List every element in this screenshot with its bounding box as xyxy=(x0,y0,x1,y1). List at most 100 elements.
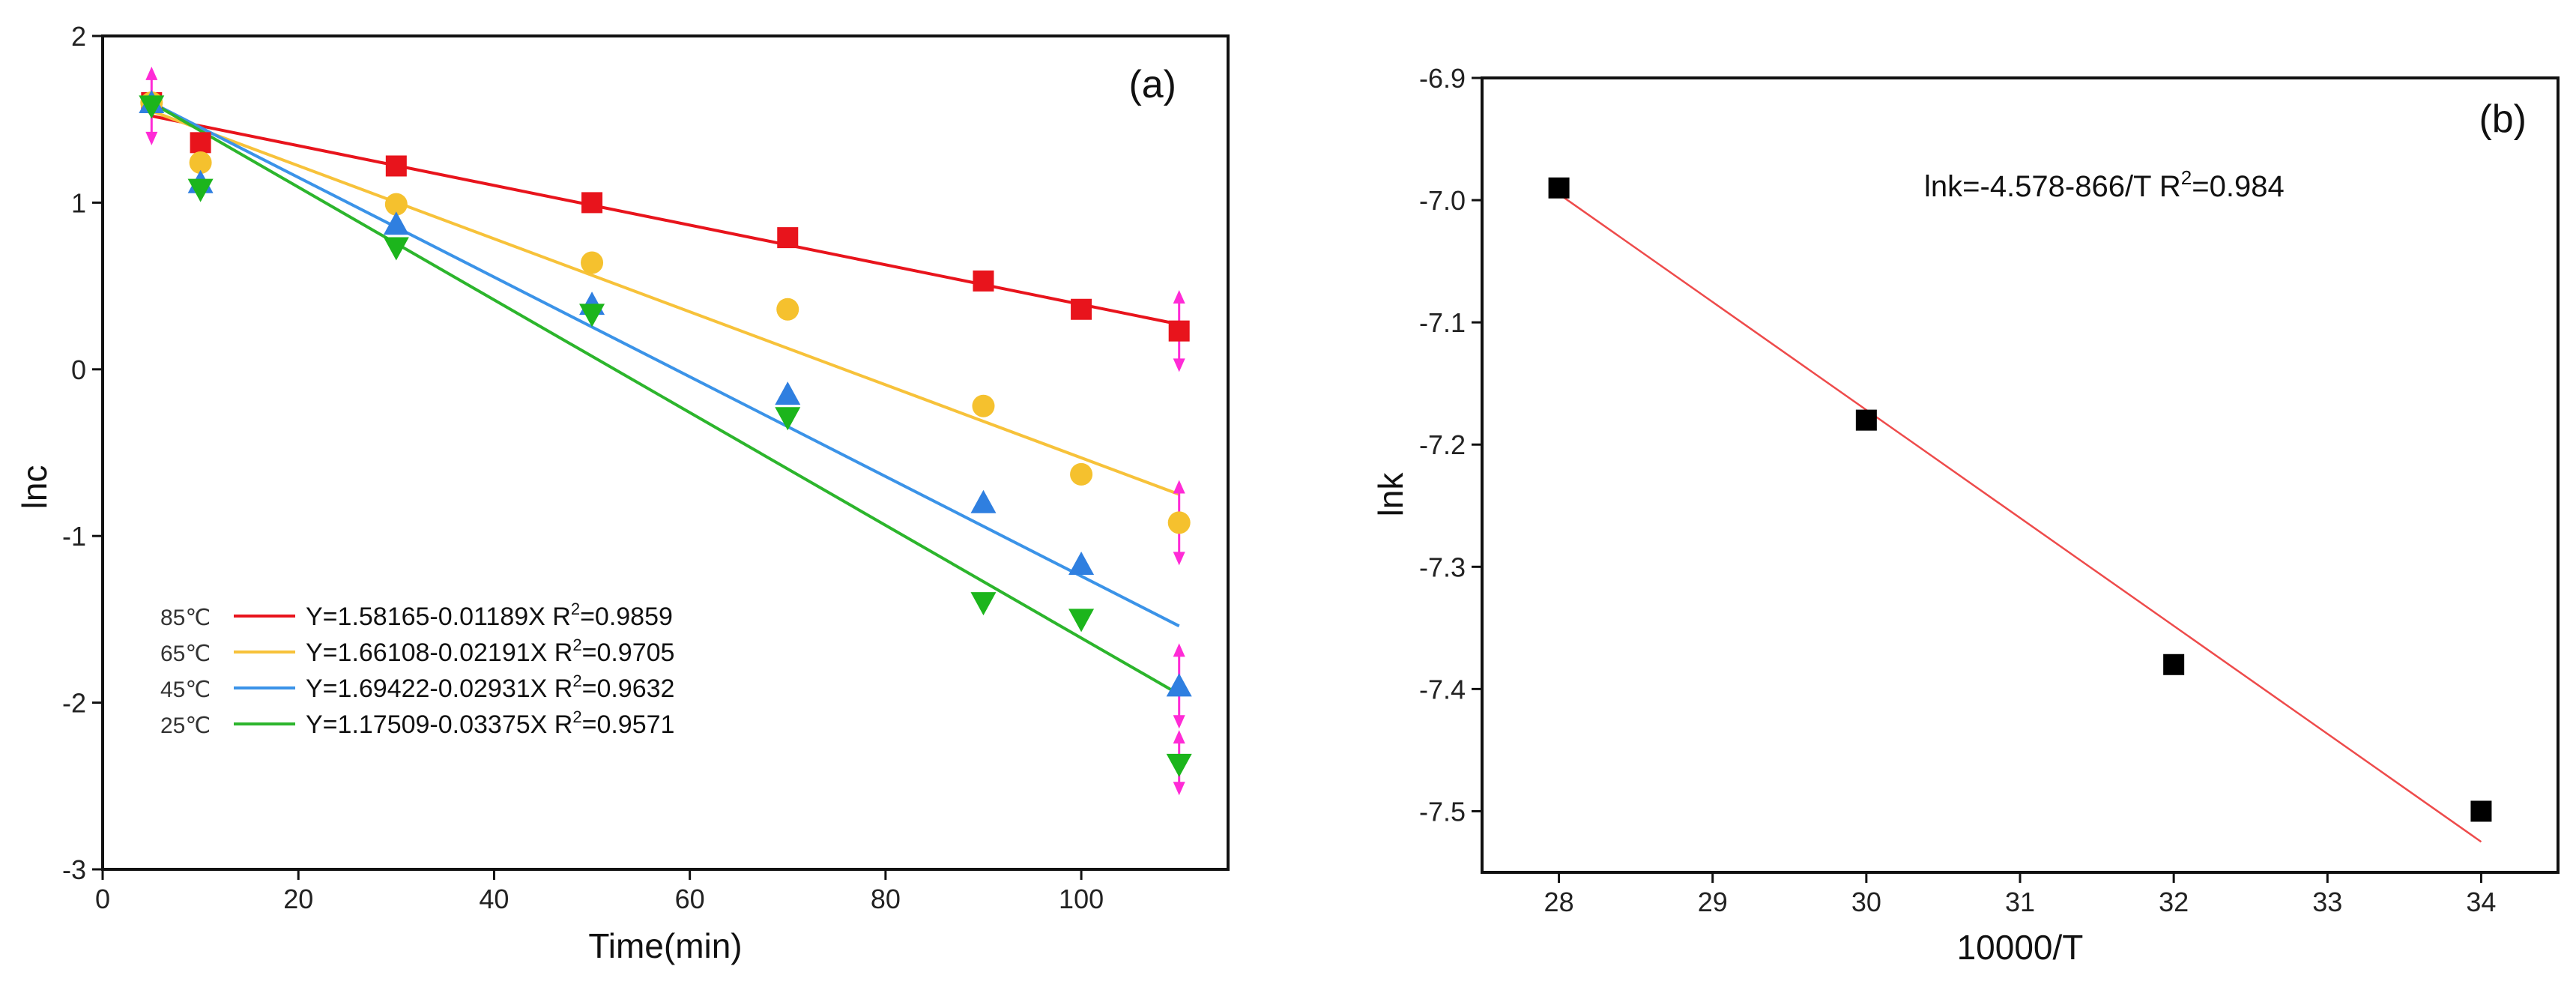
data-point-s0-6 xyxy=(1071,298,1092,320)
y-tick-label: -6.9 xyxy=(1419,63,1466,94)
legend-equation-65-sup: 2 xyxy=(572,636,581,654)
data-point-s3-4 xyxy=(775,407,801,431)
chart-b-fit-equation-text: lnk=-4.578-866/T R xyxy=(1924,170,2181,203)
legend-equation-45: Y=1.69422-0.02931X R2=0.9632 xyxy=(306,671,674,703)
data-point-s3-2 xyxy=(383,237,409,261)
y-tick-label: -7.1 xyxy=(1419,307,1466,338)
legend-equation-25-sup: 2 xyxy=(572,707,581,726)
legend-equation-65-r2: =0.9705 xyxy=(582,639,675,667)
legend-equation-85-text: Y=1.58165-0.01189X R xyxy=(306,603,571,631)
data-point-s1-7 xyxy=(1167,511,1191,534)
chart-b-fit-equation: lnk=-4.578-866/T R2=0.984 xyxy=(1924,166,2285,203)
data-point-b-2 xyxy=(2163,654,2185,675)
legend-entry-65: 65℃ Y=1.66108-0.02191X R2=0.9705 xyxy=(160,636,674,667)
legend-equation-25-r2: =0.9571 xyxy=(582,710,675,739)
chart-a-panel-label: (a) xyxy=(1128,63,1176,106)
fit-line-0 xyxy=(151,114,1180,326)
data-point-s1-5 xyxy=(972,394,995,417)
data-point-s1-2 xyxy=(384,193,408,216)
x-tick-label: 33 xyxy=(2312,887,2342,917)
chart-a-legend: 85℃ Y=1.58165-0.01189X R2=0.9859 65℃ Y=1… xyxy=(160,600,674,739)
y-tick-label: -3 xyxy=(62,854,86,885)
data-point-s2-5 xyxy=(970,489,997,513)
data-point-s3-7 xyxy=(1166,753,1192,777)
data-point-s3-5 xyxy=(970,592,997,616)
x-tick-label: 30 xyxy=(1851,887,1881,917)
legend-equation-25: Y=1.17509-0.03375X R2=0.9571 xyxy=(306,707,674,739)
legend-equation-65: Y=1.66108-0.02191X R2=0.9705 xyxy=(306,636,674,667)
y-tick-label: -7.4 xyxy=(1419,674,1466,704)
y-tick-label: 2 xyxy=(71,21,86,52)
x-tick-label: 80 xyxy=(871,884,901,914)
chart-a-fit-lines xyxy=(151,101,1180,696)
y-tick-label: -7.2 xyxy=(1419,429,1466,460)
chart-b-y-axis-title: lnk xyxy=(1371,472,1410,517)
x-tick-label: 29 xyxy=(1698,887,1728,917)
data-point-s1-6 xyxy=(1070,462,1093,486)
data-point-s0-5 xyxy=(973,270,994,292)
data-point-b-0 xyxy=(1548,177,1570,199)
legend-temp-25: 25℃ xyxy=(160,713,211,738)
legend-equation-85: Y=1.58165-0.01189X R2=0.9859 xyxy=(306,600,673,631)
data-point-s1-1 xyxy=(189,151,212,175)
legend-equation-45-sup: 2 xyxy=(572,671,581,690)
legend-temp-85: 85℃ xyxy=(160,606,211,630)
chart-a-points xyxy=(139,89,1192,777)
fit-line-3 xyxy=(151,101,1180,696)
x-tick-label: 20 xyxy=(283,884,313,914)
chart-b: 28 29 30 31 32 33 34 -7.5 -7.4 -7.3 -7.2 -7.1 -7.0 -6… xyxy=(1371,63,2560,967)
legend-equation-45-r2: =0.9632 xyxy=(582,674,675,703)
y-tick-label: -7.0 xyxy=(1419,185,1466,216)
y-tick-label: 1 xyxy=(71,187,86,218)
y-tick-label: -7.3 xyxy=(1419,552,1466,582)
chart-b-axis-ticks: 28 29 30 31 32 33 34 -7.5 -7.4 -7.3 -7.2 -7.1 -7.0 -6… xyxy=(1419,63,2496,917)
chart-b-panel-label: (b) xyxy=(2479,97,2527,141)
y-tick-label: 0 xyxy=(71,354,86,385)
chart-b-fit-equation-r2: =0.984 xyxy=(2192,170,2284,203)
data-point-s0-2 xyxy=(385,155,407,177)
x-tick-label: 0 xyxy=(95,884,110,914)
chart-a-x-axis-title: Time(min) xyxy=(588,926,742,965)
x-tick-label: 60 xyxy=(675,884,705,914)
data-point-s2-4 xyxy=(775,381,801,405)
legend-equation-85-sup: 2 xyxy=(571,600,580,618)
legend-entry-45: 45℃ Y=1.69422-0.02931X R2=0.9632 xyxy=(160,671,674,703)
x-tick-label: 31 xyxy=(2005,887,2035,917)
data-point-s3-3 xyxy=(579,304,605,328)
data-point-s2-6 xyxy=(1068,552,1095,576)
legend-equation-85-r2: =0.9859 xyxy=(580,603,673,631)
data-point-b-1 xyxy=(1855,409,1877,431)
chart-b-fit-line xyxy=(1558,193,2482,843)
data-point-s0-3 xyxy=(581,192,603,214)
data-point-s2-7 xyxy=(1166,673,1192,697)
fit-line-1 xyxy=(151,109,1180,496)
chart-b-fit-equation-sup: 2 xyxy=(2181,166,2192,189)
x-tick-label: 28 xyxy=(1544,887,1574,917)
legend-equation-65-text: Y=1.66108-0.02191X R xyxy=(306,639,572,667)
data-point-s0-4 xyxy=(777,227,799,249)
fit-line-2 xyxy=(151,101,1180,628)
data-point-s0-7 xyxy=(1168,320,1190,342)
fit-line-b xyxy=(1558,193,2482,843)
chart-b-x-axis-title: 10000/T xyxy=(1957,928,2084,967)
legend-equation-45-text: Y=1.69422-0.02931X R xyxy=(306,674,572,703)
chart-b-points xyxy=(1548,177,2492,822)
x-tick-label: 100 xyxy=(1059,884,1104,914)
x-tick-label: 34 xyxy=(2466,887,2496,917)
data-point-s3-0 xyxy=(139,95,165,119)
legend-temp-45: 45℃ xyxy=(160,677,211,702)
data-point-s1-4 xyxy=(776,298,799,321)
data-point-s0-1 xyxy=(190,132,211,154)
y-tick-label: -7.5 xyxy=(1419,796,1466,827)
legend-temp-65: 65℃ xyxy=(160,642,211,666)
x-tick-label: 32 xyxy=(2159,887,2189,917)
x-tick-label: 40 xyxy=(479,884,509,914)
data-point-s3-1 xyxy=(187,178,214,202)
chart-a-axis-ticks: 0 20 40 60 80 100 -3 -2 -1 0 1 2 xyxy=(62,21,1104,914)
legend-equation-25-text: Y=1.17509-0.03375X R xyxy=(306,710,572,739)
data-point-s2-2 xyxy=(383,211,409,235)
data-point-s3-6 xyxy=(1068,609,1095,633)
legend-entry-85: 85℃ Y=1.58165-0.01189X R2=0.9859 xyxy=(160,600,673,631)
